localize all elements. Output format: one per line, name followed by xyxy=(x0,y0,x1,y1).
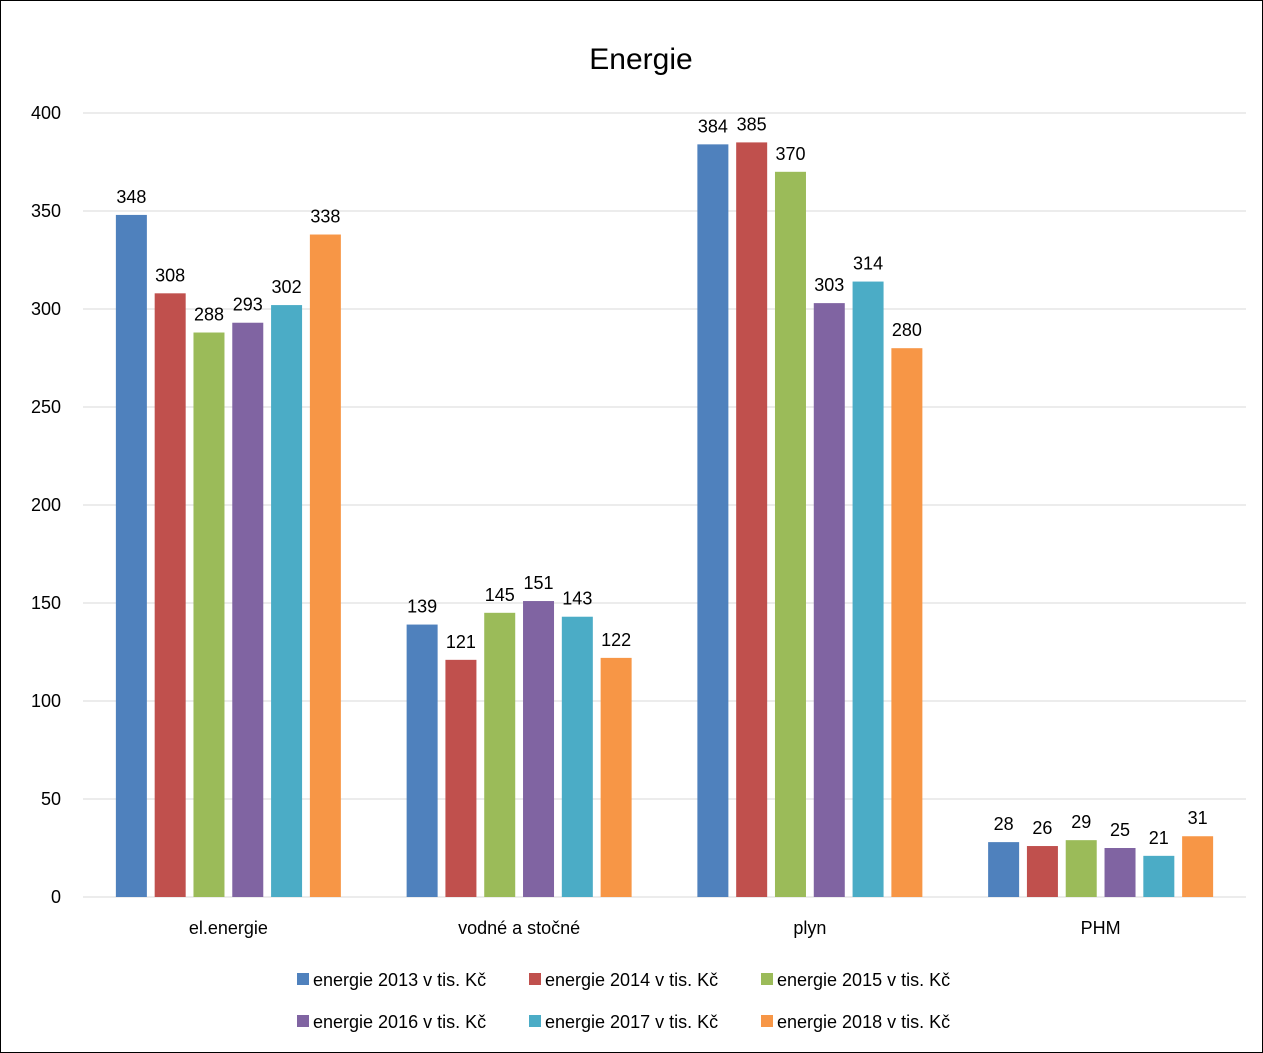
bar xyxy=(523,601,555,897)
bar xyxy=(406,624,438,897)
bar xyxy=(813,303,845,897)
bar xyxy=(891,348,923,897)
data-label: 384 xyxy=(698,116,728,136)
category-label: PHM xyxy=(1081,918,1121,938)
bar xyxy=(697,144,729,898)
data-label: 145 xyxy=(485,585,515,605)
bar xyxy=(115,214,147,898)
y-tick-label: 400 xyxy=(31,103,61,123)
bar xyxy=(774,171,806,898)
legend-swatch xyxy=(761,973,773,985)
y-tick-label: 150 xyxy=(31,593,61,613)
bar xyxy=(852,281,884,897)
bar xyxy=(561,616,593,897)
legend-label: energie 2018 v tis. Kč xyxy=(777,1012,950,1032)
bar xyxy=(736,142,768,897)
data-label: 31 xyxy=(1188,808,1208,828)
data-label: 21 xyxy=(1149,828,1169,848)
legend-item: energie 2015 v tis. Kč xyxy=(761,970,950,990)
bars xyxy=(115,142,1214,898)
category-label: plyn xyxy=(793,918,826,938)
legend-swatch xyxy=(529,1015,541,1027)
y-axis-tick-labels: 0 50 100 150 200 250 300 350 400 xyxy=(31,103,61,907)
bar xyxy=(1143,855,1175,897)
legend-label: energie 2015 v tis. Kč xyxy=(777,970,950,990)
y-tick-label: 300 xyxy=(31,299,61,319)
category-label: el.energie xyxy=(189,918,268,938)
data-labels: 348 308 288 293 302 338 139 121 145 151 143 122 384 3… xyxy=(116,114,1207,847)
y-tick-label: 200 xyxy=(31,495,61,515)
data-label: 280 xyxy=(892,320,922,340)
data-label: 288 xyxy=(194,305,224,325)
y-tick-label: 0 xyxy=(51,887,61,907)
bar xyxy=(1026,846,1058,897)
bar xyxy=(154,293,186,897)
data-label: 28 xyxy=(994,814,1014,834)
data-label: 293 xyxy=(233,295,263,315)
legend-label: energie 2016 v tis. Kč xyxy=(313,1012,486,1032)
legend-item: energie 2013 v tis. Kč xyxy=(297,970,486,990)
bar xyxy=(1182,836,1214,897)
category-labels: el.energie vodné a stočné plyn PHM xyxy=(189,918,1121,938)
chart-title: Energie xyxy=(589,43,692,76)
bar xyxy=(232,322,264,898)
legend-label: energie 2014 v tis. Kč xyxy=(545,970,718,990)
legend: energie 2013 v tis. Kč energie 2014 v tis… xyxy=(297,970,950,1032)
data-label: 143 xyxy=(562,589,592,609)
data-label: 121 xyxy=(446,632,476,652)
data-label: 25 xyxy=(1110,820,1130,840)
legend-item: energie 2014 v tis. Kč xyxy=(529,970,718,990)
bar xyxy=(988,842,1020,897)
legend-swatch xyxy=(297,1015,309,1027)
y-tick-label: 250 xyxy=(31,397,61,417)
y-tick-label: 100 xyxy=(31,691,61,711)
data-label: 151 xyxy=(524,573,554,593)
bar xyxy=(1065,840,1097,897)
y-tick-label: 50 xyxy=(41,789,61,809)
data-label: 370 xyxy=(775,144,805,164)
legend-item: energie 2016 v tis. Kč xyxy=(297,1012,486,1032)
legend-label: energie 2017 v tis. Kč xyxy=(545,1012,718,1032)
bar xyxy=(1104,848,1136,897)
data-label: 122 xyxy=(601,630,631,650)
bar xyxy=(271,305,303,898)
data-label: 302 xyxy=(272,277,302,297)
data-label: 139 xyxy=(407,597,437,617)
bar xyxy=(309,234,341,897)
data-label: 308 xyxy=(155,265,185,285)
legend-item: energie 2017 v tis. Kč xyxy=(529,1012,718,1032)
data-label: 29 xyxy=(1071,812,1091,832)
data-label: 385 xyxy=(737,114,767,134)
y-tick-label: 350 xyxy=(31,201,61,221)
bar xyxy=(600,657,632,897)
data-label: 348 xyxy=(116,187,146,207)
bar xyxy=(193,332,225,897)
data-label: 303 xyxy=(814,275,844,295)
legend-label: energie 2013 v tis. Kč xyxy=(313,970,486,990)
legend-swatch xyxy=(761,1015,773,1027)
legend-item: energie 2018 v tis. Kč xyxy=(761,1012,950,1032)
category-label: vodné a stočné xyxy=(458,918,580,938)
legend-swatch xyxy=(297,973,309,985)
data-label: 314 xyxy=(853,254,883,274)
bar xyxy=(484,612,516,897)
data-label: 338 xyxy=(310,207,340,227)
legend-swatch xyxy=(529,973,541,985)
bar xyxy=(445,659,477,897)
data-label: 26 xyxy=(1032,818,1052,838)
